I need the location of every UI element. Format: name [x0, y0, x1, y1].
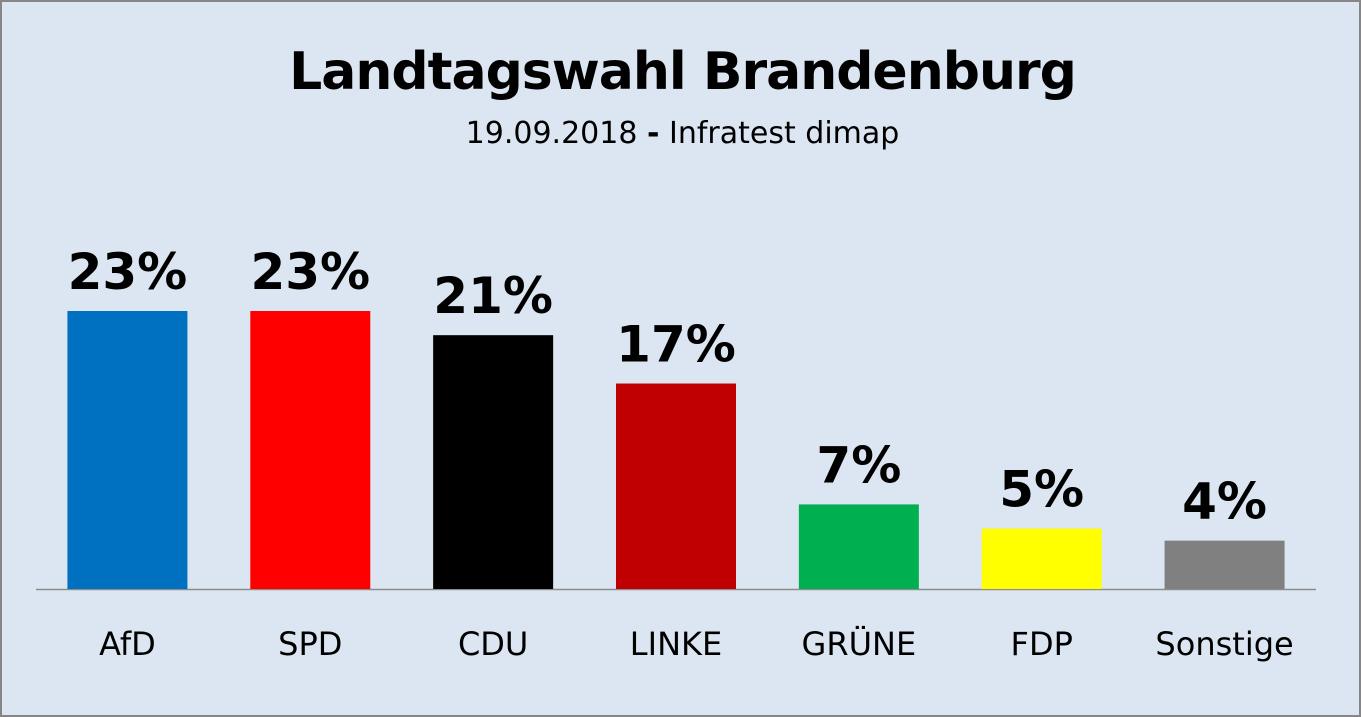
data-label-cdu: 21% — [433, 267, 553, 325]
subtitle-institute: Infratest dimap — [669, 116, 900, 151]
x-tick-label-fdp: FDP — [1011, 625, 1073, 663]
x-tick-label-spd: SPD — [278, 625, 342, 663]
data-label-linke: 17% — [616, 316, 736, 374]
bar-fdp — [981, 528, 1102, 589]
x-tick-label-linke: LINKE — [630, 625, 722, 663]
data-label-afd: 23% — [68, 243, 188, 301]
data-label-gruene: 7% — [816, 436, 901, 494]
bar-gruene — [798, 504, 919, 589]
bar-afd — [67, 311, 188, 589]
chart-title: Landtagswahl Brandenburg — [289, 42, 1077, 102]
chart-subtitle: 19.09.2018 - Infratest dimap — [2, 116, 1359, 151]
subtitle-separator: - — [647, 116, 660, 151]
data-label-sonstige: 4% — [1182, 473, 1267, 531]
x-tick-label-sonstige: Sonstige — [1155, 625, 1293, 663]
x-tick-label-gruene: GRÜNE — [802, 625, 917, 663]
subtitle-date: 19.09.2018 — [465, 116, 638, 151]
x-tick-label-cdu: CDU — [458, 625, 528, 663]
bar-linke — [616, 383, 736, 589]
bar-sonstige — [1164, 540, 1285, 589]
x-tick-label-afd: AfD — [99, 625, 156, 663]
bar-spd — [250, 311, 371, 589]
data-label-spd: 23% — [250, 243, 370, 301]
bar-cdu — [433, 335, 554, 589]
data-label-fdp: 5% — [999, 461, 1084, 519]
